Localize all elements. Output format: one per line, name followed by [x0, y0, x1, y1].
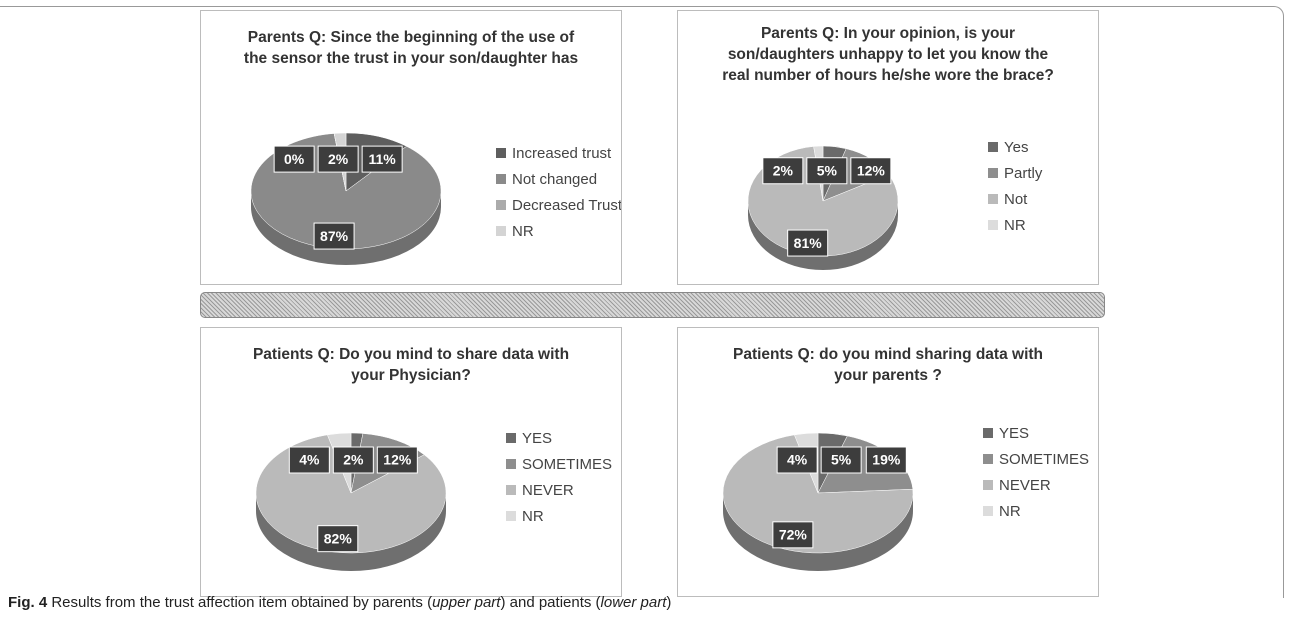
panel: 81% 12% 5% 2% Yes Partly Not NR Parents Q: In yo…	[677, 10, 1099, 285]
data-label: 2%	[343, 452, 364, 468]
caption-text: )	[666, 594, 672, 611]
panel: 87% 11% 2% 0% Increased trust Not changed Decr…	[200, 10, 622, 285]
legend-swatch	[506, 433, 516, 443]
frame	[0, 6, 1284, 598]
data-label: 2%	[328, 151, 349, 167]
legend-label: NR	[522, 508, 544, 525]
caption-text: ) and patients (	[500, 594, 601, 611]
legend-label: NEVER	[522, 482, 574, 499]
data-label-box	[776, 446, 818, 474]
chart-title: Parents Q: In your opinion, is your son/…	[722, 25, 1054, 84]
legend-swatch	[983, 480, 993, 490]
chart: 82% 12% 2% 4% YES SOMETIMES NEVER NR	[255, 430, 612, 571]
chart-title: Patients Q: do you mind sharing data wit…	[732, 346, 1044, 384]
legend-label: NR	[999, 503, 1021, 520]
legend-label: Not	[1004, 191, 1028, 208]
data-label: 12%	[857, 162, 886, 178]
data-label-box	[850, 157, 892, 185]
data-label: 81%	[794, 235, 823, 251]
legend-label: SOMETIMES	[522, 456, 612, 473]
legend-swatch	[988, 168, 998, 178]
data-label: 11%	[369, 151, 397, 167]
data-label-box	[361, 145, 403, 173]
legend-label: SOMETIMES	[999, 451, 1089, 468]
legend-label: Not changed	[512, 171, 597, 188]
data-label-box	[313, 222, 355, 250]
legend-swatch	[988, 220, 998, 230]
legend-swatch	[496, 200, 506, 210]
chart-title: Patients Q: Do you mind to share data wi…	[252, 346, 570, 384]
caption-text: upper part	[432, 594, 501, 611]
legend-swatch	[983, 506, 993, 516]
legend-label: Partly	[1004, 165, 1043, 182]
chart: 87% 11% 2% 0% Increased trust Not changed Decr…	[250, 132, 621, 265]
data-label: 5%	[831, 452, 852, 468]
legend-swatch	[506, 485, 516, 495]
data-label-box	[772, 521, 814, 549]
data-label: 19%	[872, 452, 901, 468]
data-label-box	[332, 446, 374, 474]
legend-swatch	[988, 142, 998, 152]
data-label-box	[865, 446, 907, 474]
data-label-box	[820, 446, 862, 474]
caption-text: Results from the trust affection item ob…	[51, 594, 433, 611]
data-label-box	[317, 145, 359, 173]
data-label: 82%	[324, 530, 353, 546]
caption-text: lower part	[600, 594, 667, 611]
chart: 81% 12% 5% 2% Yes Partly Not NR	[747, 139, 1043, 270]
legend-swatch	[496, 174, 506, 184]
legend-label: Increased trust	[512, 145, 612, 162]
legend-label: Yes	[1004, 139, 1028, 156]
data-label-box	[806, 157, 848, 185]
legend-swatch	[988, 194, 998, 204]
legend-swatch	[496, 148, 506, 158]
data-label: 2%	[773, 162, 794, 178]
panel: 82% 12% 2% 4% YES SOMETIMES NEVER NR Patients Q:…	[200, 327, 622, 597]
legend-swatch	[506, 511, 516, 521]
data-label: 0%	[284, 151, 305, 167]
legend-label: NR	[512, 223, 534, 240]
legend-label: YES	[999, 425, 1029, 442]
pie-slice	[722, 434, 914, 554]
legend-swatch	[496, 226, 506, 236]
data-label: 4%	[787, 452, 808, 468]
data-label: 72%	[779, 527, 808, 543]
data-label: 4%	[299, 452, 320, 468]
data-label-box	[288, 446, 330, 474]
panel: 72% 19% 5% 4% YES SOMETIMES NEVER NR Patients Q:…	[677, 327, 1099, 597]
legend-swatch	[983, 428, 993, 438]
data-label: 5%	[817, 162, 838, 178]
data-label-box	[317, 525, 359, 553]
legend-label: YES	[522, 430, 552, 447]
data-label: 12%	[383, 452, 412, 468]
data-label-box	[787, 229, 829, 257]
chart-title: Parents Q: Since the beginning of the us…	[243, 29, 579, 67]
legend-label: NEVER	[999, 477, 1051, 494]
data-label: 87%	[320, 228, 349, 244]
legend-swatch	[983, 454, 993, 464]
legend-label: Decreased Trust	[512, 197, 621, 214]
legend-label: NR	[1004, 217, 1026, 234]
chart: 72% 19% 5% 4% YES SOMETIMES NEVER NR	[722, 425, 1089, 571]
legend-swatch	[506, 459, 516, 469]
caption-label: Fig. 4	[8, 594, 48, 611]
separator	[200, 292, 1105, 318]
data-label-box	[273, 145, 315, 173]
data-label-box	[376, 446, 418, 474]
caption: Fig. 4 Results from the trust affection …	[8, 594, 671, 611]
data-label-box	[762, 157, 804, 185]
